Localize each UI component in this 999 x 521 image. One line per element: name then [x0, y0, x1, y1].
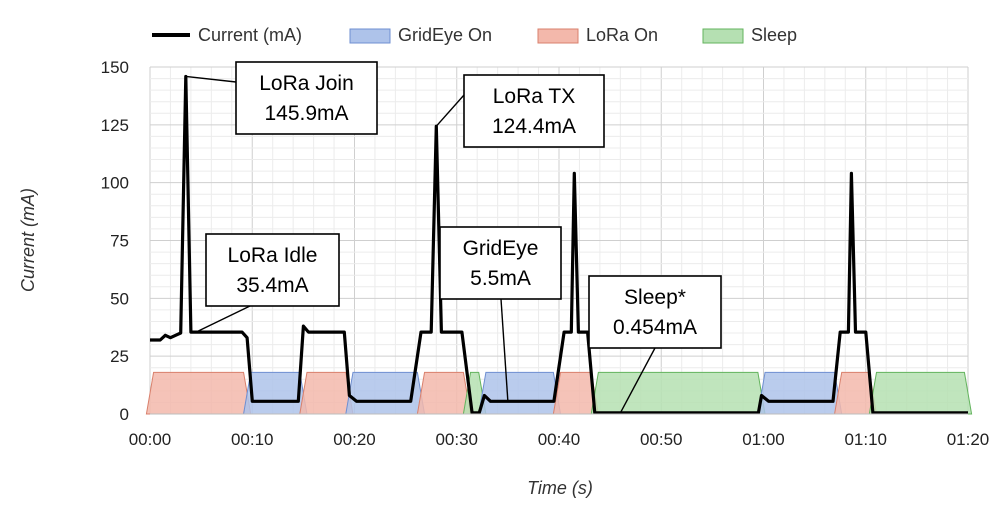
y-axis-title: Current (mA) [18, 188, 38, 292]
y-tick-label: 25 [110, 347, 129, 366]
annotation-text: 35.4mA [236, 274, 308, 297]
legend-swatch-grideye [349, 28, 391, 44]
legend-swatch-sleep [702, 28, 744, 44]
annotation-box [205, 233, 340, 307]
band-lora-on [416, 371, 472, 415]
annotation-box [439, 226, 562, 300]
x-axis-title: Time (s) [527, 478, 593, 498]
state-bands [145, 371, 973, 415]
annotation-leader-line [185, 75, 237, 83]
x-tick-label: 00:00 [129, 430, 172, 449]
annotation-box [463, 74, 605, 148]
x-tick-label: 00:50 [640, 430, 683, 449]
y-tick-label: 50 [110, 289, 129, 308]
x-tick-label: 00:40 [538, 430, 581, 449]
annotation-box [235, 61, 378, 135]
y-tick-label: 150 [101, 58, 129, 77]
y-tick-label: 100 [101, 174, 129, 193]
annotation-text: 5.5mA [470, 267, 531, 290]
annotation-box [588, 275, 722, 349]
band-grideye-on [478, 371, 562, 415]
band-lora-on [145, 371, 252, 415]
annotation-leader-line [619, 347, 656, 414]
band-sleep [590, 371, 766, 415]
y-tick-label: 125 [101, 116, 129, 135]
y-tick-label: 75 [110, 232, 129, 251]
x-tick-label: 01:10 [844, 430, 887, 449]
legend-label-lora: LoRa On [586, 25, 658, 45]
annotation-text: 145.9mA [264, 102, 348, 125]
annotation-leader-line [195, 305, 251, 333]
legend-label-grideye: GridEye On [398, 25, 492, 45]
x-tick-label: 00:10 [231, 430, 274, 449]
band-sleep [868, 371, 973, 415]
x-tick-label: 00:20 [333, 430, 376, 449]
axes: 00:00 00:10 00:20 00:30 00:40 00:50 01:00 01:10… [101, 58, 990, 449]
band-grideye-on [757, 371, 843, 415]
annotation-text: LoRa TX [493, 85, 576, 108]
band-lora-on [299, 371, 354, 415]
legend: Current (mA) GridEye On LoRa On Sleep [152, 25, 797, 45]
annotation-text: Sleep* [624, 286, 686, 309]
annotation-text: GridEye [463, 237, 539, 260]
annotation-leader-line [500, 298, 509, 402]
y-tick-label: 0 [120, 405, 129, 424]
current-series [150, 74, 968, 415]
annotation-text: LoRa Idle [228, 244, 318, 267]
annotation-text: 0.454mA [613, 316, 697, 339]
annotations: LoRa Join 145.9mA LoRa TX 124.4mA LoRa Idle 3… [185, 61, 722, 414]
x-tick-label: 01:00 [742, 430, 785, 449]
x-tick-label: 01:20 [947, 430, 990, 449]
series-line-current [150, 74, 968, 415]
annotation-text: LoRa Join [259, 72, 354, 95]
legend-label-sleep: Sleep [751, 25, 797, 45]
x-tick-label: 00:30 [435, 430, 478, 449]
legend-swatch-lora [537, 28, 579, 44]
annotation-leader-line [435, 94, 465, 127]
legend-label-current: Current (mA) [198, 25, 302, 45]
annotation-text: 124.4mA [492, 115, 576, 138]
